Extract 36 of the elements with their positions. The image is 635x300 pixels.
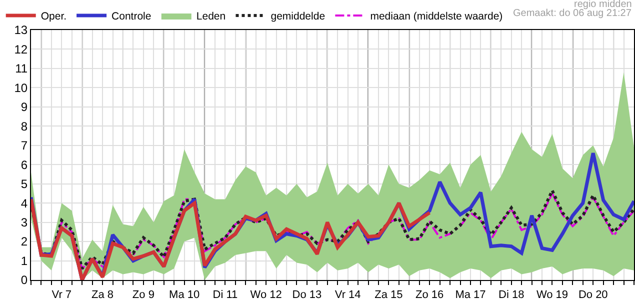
y-tick-label: 8 [20,119,28,134]
y-tick-label: 5 [20,177,28,192]
line-series [31,197,432,280]
text: Gemaakt: do 06 aug 21:27 [513,8,632,19]
y-tick-label: 2 [20,234,28,249]
y-tick-label: 1 [20,254,28,268]
x-tick-label: Wo 19 [536,289,568,300]
x-tick-label: Di 11 [212,289,238,300]
y-tick-label: 13 [14,23,28,38]
x-tick-label: Ma 17 [455,289,486,300]
legend-label: Oper. [40,10,67,23]
x-tick-label: Zo 16 [416,289,444,300]
y-tick-label: 9 [20,100,28,114]
legend-label: Controle [112,10,152,23]
y-tick-label: 10 [14,80,28,95]
legend-label: gemiddelde [270,10,326,23]
y-tick-label: 11 [15,62,28,76]
y-tick-label: 7 [20,138,28,153]
x-tick-label: Do 13 [292,289,322,300]
x-tick-label: Do 20 [578,289,608,300]
x-tick-label: Ma 10 [169,289,200,300]
y-tick-label: 12 [14,42,28,56]
x-tick-label: Vr 7 [52,289,72,300]
y-tick-label: 4 [20,196,28,210]
x-tick-label: Za 15 [374,289,403,300]
legend-label: Leden [196,10,226,23]
text: regio midden [574,0,632,10]
legend-label: mediaan (middelste waarde) [370,10,503,23]
y-tick-label: 3 [20,216,28,230]
x-tick-label: Di 18 [498,289,524,300]
y-tick-label: 0 [20,273,28,288]
x-tick-label: Wo 12 [250,289,282,300]
x-tick-label: Za 8 [92,289,114,300]
y-tick-label: 6 [20,158,28,172]
x-tick-label: Vr 14 [334,289,361,300]
x-tick-label: Zo 9 [132,289,154,300]
